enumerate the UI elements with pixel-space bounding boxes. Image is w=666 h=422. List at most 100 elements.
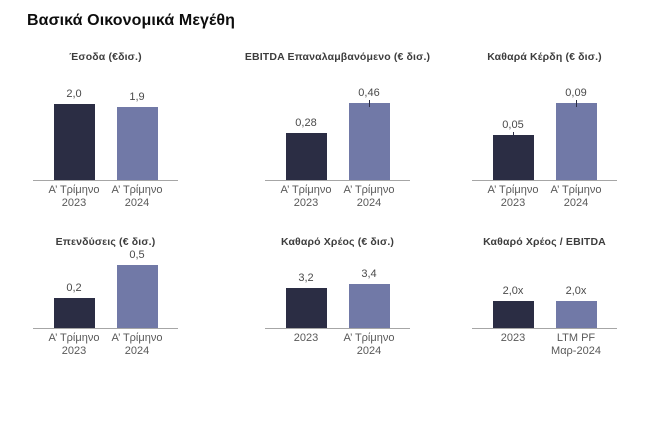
x-axis-category-label: Α’ Τρίμηνο 2023: [26, 184, 122, 209]
x-axis-category-label: Α’ Τρίμηνο 2024: [89, 184, 185, 209]
chart-title: Καθαρό Χρέος (€ δισ.): [280, 236, 395, 248]
x-axis-line: [472, 328, 617, 329]
bar-group: 2,0x: [492, 285, 534, 328]
bar: [555, 301, 597, 328]
chart-title: Καθαρά Κέρδη (€ δισ.): [487, 51, 602, 63]
bar: [285, 133, 327, 180]
x-axis-category-label: Α’ Τρίμηνο 2024: [89, 332, 185, 357]
bar: [555, 100, 597, 180]
x-axis-category-line: 2023: [61, 344, 87, 357]
bar: [492, 301, 534, 328]
page-title: Βασικά Οικονομικά Μεγέθη: [27, 12, 235, 29]
bar: [348, 100, 390, 180]
label-leader-tick: [575, 100, 577, 107]
bar-value-label: 0,09: [565, 87, 587, 99]
x-axis-labels: 2023 Α’ Τρίμηνο 2024: [265, 332, 410, 360]
bar-group: 0,5: [116, 249, 158, 328]
x-axis-category-label: 2023: [258, 332, 354, 345]
x-axis-labels: Α’ Τρίμηνο 2023 Α’ Τρίμηνο 2024: [33, 332, 178, 360]
x-axis-labels: Α’ Τρίμηνο 2023 Α’ Τρίμηνο 2024: [472, 184, 617, 212]
bar-group: 0,28: [285, 117, 327, 180]
bar: [53, 298, 95, 328]
bar-group: 2,0x: [555, 285, 597, 328]
x-axis-category-line: Α’ Τρίμηνο: [487, 184, 539, 196]
x-axis-line: [265, 328, 410, 329]
bar: [116, 265, 158, 328]
x-axis-category-line: Α’ Τρίμηνο: [343, 332, 395, 344]
mini-bar-chart: Καθαρά Κέρδη (€ δισ.) 0,05 0,09 Α’ Τρίμην…: [472, 45, 617, 217]
x-axis-category-label: Α’ Τρίμηνο 2023: [26, 332, 122, 357]
x-axis-category-line: Α’ Τρίμηνο: [280, 184, 332, 196]
x-axis-category-label: Α’ Τρίμηνο 2024: [321, 332, 417, 357]
x-axis-category-line: Α’ Τρίμηνο: [343, 184, 395, 196]
bar-group: 3,4: [348, 268, 390, 328]
chart-title: Καθαρό Χρέος / EBITDA: [483, 236, 606, 248]
bar: [492, 132, 534, 180]
x-axis-labels: Α’ Τρίμηνο 2023 Α’ Τρίμηνο 2024: [265, 184, 410, 212]
bars-area: 3,2 3,4: [265, 230, 410, 328]
bars-area: 2,0x 2,0x: [472, 230, 617, 328]
x-axis-category-line: 2023: [500, 196, 526, 209]
x-axis-category-label: Α’ Τρίμηνο 2023: [258, 184, 354, 209]
x-axis-labels: 2023 LTM PF Μαρ-2024: [472, 332, 617, 360]
x-axis-category-line: 2024: [124, 196, 150, 209]
bar-group: 0,05: [492, 119, 534, 180]
mini-bar-chart: Καθαρό Χρέος / EBITDA 2,0x 2,0x 2023 LTM P…: [472, 230, 617, 372]
x-axis-category-line: 2024: [563, 196, 589, 209]
bar: [116, 107, 158, 180]
x-axis-category-line: 2023: [293, 196, 319, 209]
x-axis-labels: Α’ Τρίμηνο 2023 Α’ Τρίμηνο 2024: [33, 184, 178, 212]
x-axis-category-line: Α’ Τρίμηνο: [48, 332, 100, 344]
chart-title: Έσοδα (€δισ.): [69, 51, 142, 63]
bar-value-label: 1,9: [129, 91, 145, 103]
bar-value-label: 2,0x: [565, 285, 587, 297]
mini-bar-chart: EBITDA Επαναλαμβανόμενο (€ δισ.) 0,28 0,4…: [245, 45, 430, 217]
x-axis-category-label: LTM PF Μαρ-2024: [528, 332, 624, 357]
chart-title: EBITDA Επαναλαμβανόμενο (€ δισ.): [244, 51, 431, 63]
mini-bar-chart: Καθαρό Χρέος (€ δισ.) 3,2 3,4 2023 Α’ Τρίμ…: [265, 230, 410, 372]
bars-area: 0,28 0,46: [265, 45, 410, 180]
bars-area: 0,05 0,09: [472, 45, 617, 180]
x-axis-category-label: Α’ Τρίμηνο 2024: [528, 184, 624, 209]
bar-value-label: 0,05: [502, 119, 524, 131]
x-axis-category-line: 2023: [293, 332, 319, 344]
x-axis-category-line: 2024: [356, 196, 382, 209]
x-axis-category-line: 2024: [124, 344, 150, 357]
x-axis-category-line: 2023: [500, 332, 526, 344]
bar-group: 1,9: [116, 91, 158, 180]
x-axis-line: [33, 180, 178, 181]
mini-bar-chart: Επενδύσεις (€ δισ.) 0,2 0,5 Α’ Τρίμηνο 202…: [33, 230, 178, 372]
x-axis-category-label: 2023: [465, 332, 561, 345]
bar-group: 2,0: [53, 88, 95, 180]
x-axis-line: [33, 328, 178, 329]
bar: [348, 284, 390, 328]
bar-value-label: 0,2: [66, 282, 82, 294]
bar-group: 0,46: [348, 87, 390, 180]
bar-value-label: 2,0x: [502, 285, 524, 297]
x-axis-line: [265, 180, 410, 181]
x-axis-category-line: 2023: [61, 196, 87, 209]
bar-value-label: 2,0: [66, 88, 82, 100]
x-axis-category-line: Α’ Τρίμηνο: [48, 184, 100, 196]
label-leader-tick: [368, 100, 370, 107]
bar-group: 0,09: [555, 87, 597, 180]
bar-value-label: 3,4: [361, 268, 377, 280]
bar-value-label: 0,5: [129, 249, 145, 261]
bar: [53, 104, 95, 180]
bar-group: 0,2: [53, 282, 95, 328]
chart-title: Επενδύσεις (€ δισ.): [55, 236, 156, 248]
bars-area: 0,2 0,5: [33, 230, 178, 328]
x-axis-category-line: Α’ Τρίμηνο: [111, 184, 163, 196]
bar-value-label: 3,2: [298, 272, 314, 284]
x-axis-category-line: Α’ Τρίμηνο: [111, 332, 163, 344]
x-axis-category-line: LTM PF: [556, 332, 596, 344]
x-axis-category-line: Μαρ-2024: [551, 344, 601, 357]
x-axis-category-label: Α’ Τρίμηνο 2024: [321, 184, 417, 209]
x-axis-line: [472, 180, 617, 181]
label-leader-tick: [512, 132, 514, 139]
bars-area: 2,0 1,9: [33, 45, 178, 180]
x-axis-category-label: Α’ Τρίμηνο 2023: [465, 184, 561, 209]
x-axis-category-line: Α’ Τρίμηνο: [550, 184, 602, 196]
bar-value-label: 0,46: [358, 87, 380, 99]
